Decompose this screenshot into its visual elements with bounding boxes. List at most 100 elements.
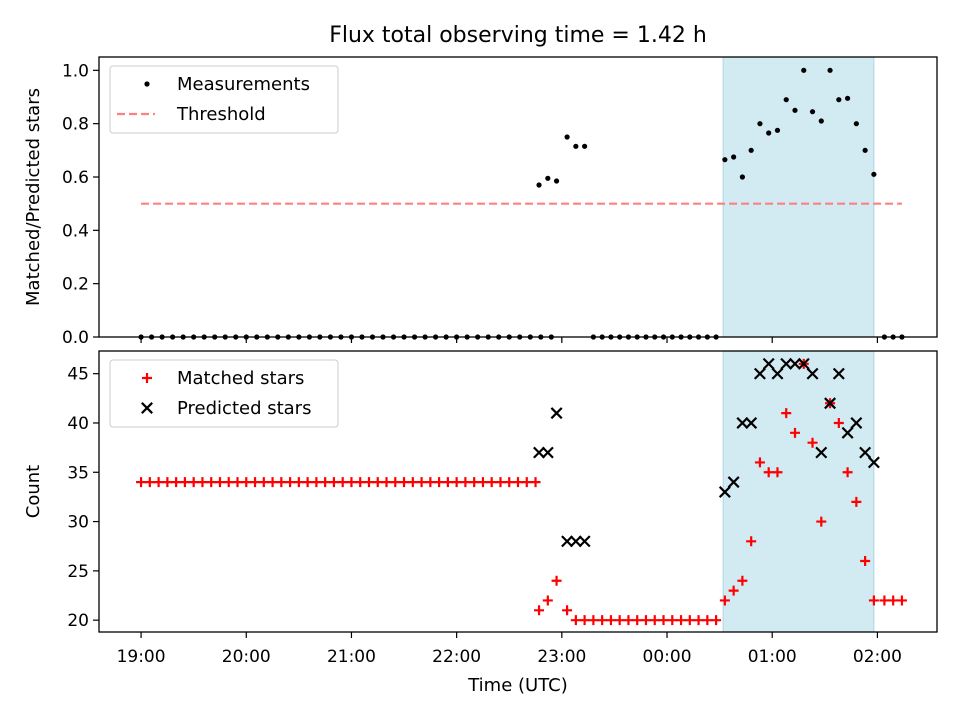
x-tick-label: 02:00: [853, 647, 902, 667]
data-point: [731, 154, 737, 160]
data-point: [486, 477, 497, 488]
data-point: [320, 477, 331, 488]
data-point: [561, 535, 574, 548]
x-tick-label: 01:00: [748, 647, 797, 667]
data-point: [144, 477, 155, 488]
data-point: [425, 477, 436, 488]
data-point: [551, 575, 562, 586]
data-point: [879, 595, 890, 606]
data-point: [640, 615, 651, 626]
x-tick-label: 23:00: [537, 647, 586, 667]
data-point: [745, 416, 758, 429]
data-point: [570, 615, 581, 626]
data-point: [346, 477, 357, 488]
data-point: [142, 373, 152, 383]
data-point: [311, 477, 322, 488]
data-point: [862, 147, 868, 153]
data-point: [809, 109, 816, 115]
data-point: [513, 477, 523, 488]
y-tick-label: 1.0: [62, 61, 89, 81]
data-point: [753, 367, 766, 380]
data-point: [276, 477, 287, 488]
data-point: [867, 456, 880, 469]
y-tick-label: 0.2: [62, 275, 89, 295]
data-point: [214, 477, 225, 488]
data-point: [542, 595, 553, 606]
data-point: [727, 476, 740, 489]
observing-window-span: [722, 350, 875, 633]
y-tick-label: 0.0: [62, 328, 89, 348]
data-point: [141, 402, 153, 414]
data-point: [762, 357, 775, 370]
data-point: [136, 477, 147, 488]
data-point: [792, 107, 798, 113]
y-tick-label: 30: [67, 513, 89, 533]
data-point: [179, 477, 190, 488]
data-point: [614, 615, 625, 626]
data-point: [888, 595, 899, 606]
data-point: [667, 615, 678, 626]
observing-window-span: [722, 56, 875, 338]
data-point: [582, 143, 588, 149]
legend-label: Predicted stars: [177, 398, 311, 419]
data-point: [605, 615, 616, 626]
legend-label: Threshold: [176, 104, 266, 125]
plot-frame: [98, 56, 938, 338]
data-point: [832, 367, 845, 380]
data-point: [871, 171, 877, 177]
y-axis-label: Matched/Predicted stars: [23, 88, 44, 306]
data-point: [658, 615, 669, 626]
legend-label: Measurements: [177, 74, 310, 95]
y-tick-label: 0.6: [62, 168, 89, 188]
data-point: [789, 427, 800, 438]
data-point: [632, 615, 643, 626]
data-point: [469, 477, 480, 488]
x-tick-label: 21:00: [327, 647, 376, 667]
data-point: [781, 408, 792, 419]
y-tick-label: 40: [67, 414, 89, 434]
data-point: [780, 357, 793, 370]
data-point: [250, 477, 261, 488]
data-point: [748, 147, 754, 153]
legend-box: [109, 65, 339, 134]
data-point: [564, 134, 570, 140]
data-point: [206, 477, 217, 488]
data-point: [737, 575, 748, 586]
top-panel-ratio: 0.0 0.2 0.4 0.6 0.8 1.0 Matched/Predicted star…: [23, 56, 938, 348]
data-point: [588, 615, 599, 626]
data-point: [684, 615, 695, 626]
legend: Matched stars Predicted stars: [109, 359, 339, 428]
data-point: [702, 615, 713, 626]
y-tick-label: 25: [67, 562, 89, 582]
data-point: [836, 97, 842, 103]
data-point: [842, 467, 853, 478]
data-point: [815, 446, 828, 459]
data-point: [495, 477, 506, 488]
data-point: [416, 477, 427, 488]
data-point: [293, 477, 304, 488]
data-point: [337, 477, 348, 488]
data-point: [754, 457, 765, 468]
data-point: [597, 615, 608, 626]
data-point: [711, 615, 722, 626]
series-predicted-stars: [533, 357, 880, 548]
data-point: [144, 81, 150, 87]
data-point: [806, 367, 819, 380]
data-point: [171, 477, 182, 488]
data-point: [573, 143, 579, 149]
data-point: [562, 605, 573, 616]
data-point: [363, 477, 374, 488]
data-point: [868, 595, 879, 606]
data-point: [460, 477, 471, 488]
data-point: [302, 477, 313, 488]
data-point: [766, 130, 772, 136]
data-point: [545, 175, 551, 181]
data-point: [578, 535, 591, 548]
data-point: [534, 605, 545, 616]
data-point: [399, 477, 410, 488]
legend: Measurements Threshold: [109, 65, 339, 134]
data-point: [623, 615, 634, 626]
data-point: [783, 97, 789, 103]
y-tick-label: 20: [67, 611, 89, 631]
